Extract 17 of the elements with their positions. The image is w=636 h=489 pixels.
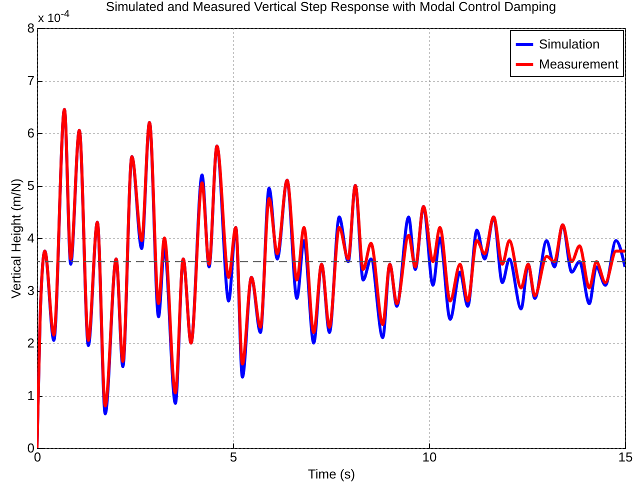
legend-label: Measurement — [539, 56, 619, 72]
y-tick-label: 7 — [27, 73, 34, 88]
y-axis-title: Vertical Height (m/N) — [8, 178, 24, 298]
y-tick-label: 4 — [27, 230, 34, 246]
y-tick-label: 5 — [27, 178, 34, 193]
x-tick-label: 10 — [422, 450, 437, 464]
y-tick-label: 3 — [27, 283, 34, 298]
x-tick-label: 5 — [230, 450, 238, 464]
x-tick-label: 15 — [618, 450, 633, 464]
y-tick-label: 8 — [27, 20, 34, 36]
y-tick-label: 1 — [27, 388, 34, 403]
y-tick-label: 6 — [27, 126, 34, 140]
y-tick-label: 2 — [27, 336, 34, 350]
legend-label: Simulation — [539, 36, 600, 52]
x-axis-title: Time (s) — [308, 466, 356, 482]
chart-title: Simulated and Measured Vertical Step Response with Modal Control Damping — [106, 0, 556, 14]
text: x 10$^{-4}$ — [38, 9, 70, 25]
